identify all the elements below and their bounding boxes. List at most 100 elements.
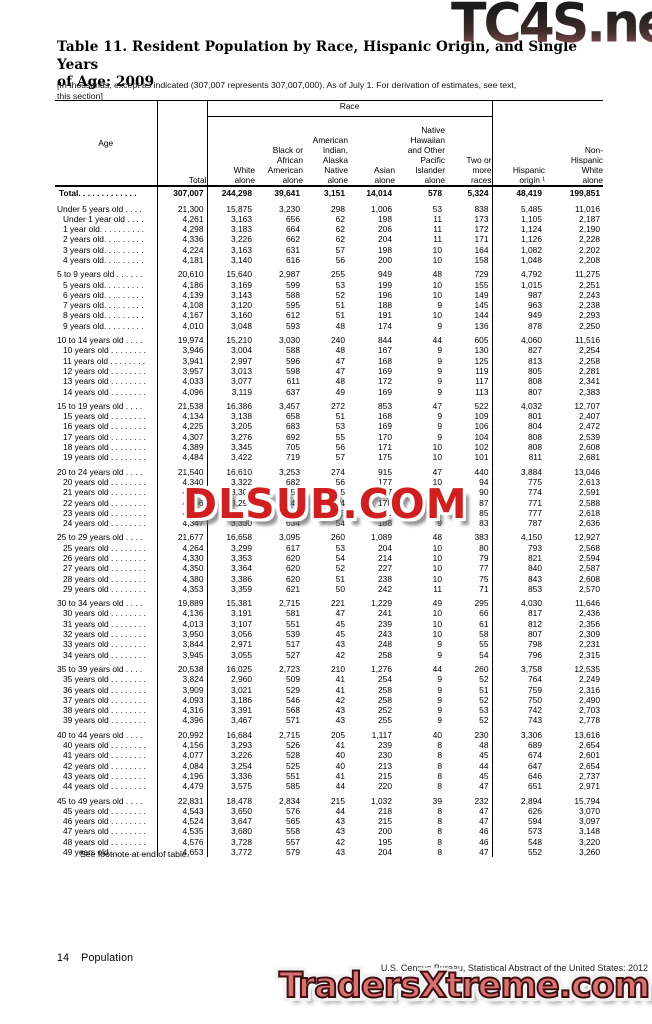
- table-cell: 3,422: [231, 452, 252, 463]
- row-label: 28 years old . . . . . . . .: [55, 573, 158, 584]
- table-cell: 9: [437, 715, 442, 726]
- table-cell: 4,336: [157, 234, 208, 245]
- table-cell: 48: [335, 376, 345, 387]
- table-cell: 683: [286, 421, 300, 432]
- table-cell: 104: [445, 431, 493, 443]
- table-cell: 242: [378, 583, 392, 594]
- table-cell: 651: [528, 781, 542, 792]
- table-cell: 5,485: [521, 203, 542, 214]
- table-cell: 2,703: [579, 705, 600, 716]
- table-cell: 674: [528, 750, 542, 761]
- table-cell: 2,228: [579, 234, 600, 245]
- table-cell: 526: [286, 740, 300, 751]
- table-cell: 620: [286, 553, 300, 563]
- table-cell: 692: [286, 431, 300, 442]
- row-label: 47 years old . . . . . . . .: [55, 826, 158, 837]
- table-cell: 4,316: [157, 705, 208, 716]
- column-header-nhpi: Native Hawaiian and Other Pacific Island…: [407, 125, 445, 185]
- table-cell: 94: [445, 476, 493, 488]
- table-cell: 646: [528, 770, 542, 781]
- table-cell: 3,120: [231, 300, 252, 311]
- section-name: Population: [81, 952, 134, 964]
- table-cell: 4,389: [157, 442, 208, 453]
- table-cell: 49: [335, 386, 345, 397]
- table-cell: 801: [528, 411, 542, 422]
- table-cell: 642: [286, 497, 300, 508]
- table-cell: 2,715: [279, 729, 300, 740]
- table-cell: 3,163: [231, 244, 252, 255]
- table-cell: 4,484: [157, 452, 208, 463]
- table-cell: 39: [432, 795, 442, 806]
- table-cell: 46: [445, 826, 493, 837]
- table-cell: 11: [433, 583, 442, 594]
- table-cell: 10: [432, 452, 442, 463]
- table-cell: 9: [437, 694, 442, 705]
- row-label: 22 years old . . . . . . . .: [55, 497, 158, 508]
- table-cell: 579: [286, 847, 300, 858]
- table-cell: 804: [528, 421, 542, 432]
- table-cell: 787: [528, 518, 542, 529]
- table-cell: 43: [335, 639, 345, 650]
- table-cell: 1,015: [521, 279, 542, 290]
- table-cell: 585: [286, 781, 300, 792]
- table-cell: 56: [335, 254, 345, 265]
- table-cell: 15,210: [226, 335, 252, 346]
- table-row: 5 years old. . . . . . . . . 4,186 3,169 59…: [55, 279, 603, 290]
- table-cell: 1,006: [371, 203, 392, 214]
- table-cell: 2,591: [579, 487, 600, 498]
- table-cell: 2,187: [579, 213, 600, 224]
- table-cell: 11,016: [575, 203, 600, 214]
- table-cell: 255: [378, 715, 392, 726]
- table-cell: 172: [445, 224, 493, 235]
- table-cell: 298: [331, 203, 345, 214]
- table-cell: 963: [528, 300, 542, 311]
- table-cell: 9: [437, 487, 442, 498]
- table-cell: 240: [331, 335, 345, 346]
- table-cell: 90: [445, 487, 493, 498]
- table-cell: 3,055: [231, 649, 252, 660]
- table-row: 30 years old . . . . . . . . 4,136 3,191 58…: [55, 608, 603, 619]
- table-cell: 3,097: [579, 816, 600, 827]
- table-cell: 3,345: [231, 442, 252, 453]
- table-cell: 272: [331, 400, 345, 411]
- table-cell: 588: [286, 345, 300, 356]
- table-cell: 4,150: [521, 532, 542, 543]
- table-cell: 41: [335, 740, 345, 751]
- table-cell: 4,350: [157, 563, 208, 574]
- table-cell: 3,253: [279, 466, 300, 477]
- table-cell: 2,594: [579, 553, 600, 563]
- table-cell: 204: [378, 234, 392, 245]
- column-header-hispanic: Hispanic origin ¹: [512, 165, 545, 185]
- row-label: 48 years old . . . . . . . .: [55, 836, 158, 848]
- table-cell: 54: [335, 518, 345, 529]
- table-cell: 22,831: [157, 791, 208, 806]
- table-cell: 16,658: [226, 532, 252, 543]
- table-cell: 258: [378, 684, 392, 695]
- table-cell: 1,032: [371, 795, 392, 806]
- table-cell: 3,295: [231, 497, 252, 508]
- table-cell: 16,610: [226, 466, 252, 477]
- row-label: 46 years old . . . . . . . .: [55, 816, 158, 827]
- table-cell: 47: [335, 355, 345, 366]
- table-cell: 113: [445, 386, 493, 397]
- table-cell: 4,181: [157, 254, 208, 266]
- table-row: Total. . . . . . . . . . . . . 307,007 244…: [55, 185, 603, 200]
- table-cell: 1,126: [521, 234, 542, 245]
- row-label: 10 years old . . . . . . . .: [55, 345, 158, 356]
- table-cell: 3,824: [157, 674, 208, 685]
- table-row: 37 years old . . . . . . . . 4,093 3,186 54…: [55, 694, 603, 706]
- table-cell: 10: [432, 608, 442, 619]
- table-cell: 13,046: [574, 466, 600, 477]
- table-cell: 171: [445, 234, 493, 245]
- table-cell: 20,610: [157, 265, 208, 280]
- table-cell: 170: [378, 431, 392, 442]
- table-row: 33 years old . . . . . . . . 3,844 2,971 51…: [55, 639, 603, 650]
- column-header-two-or-more: Two or more races: [445, 116, 493, 186]
- table-cell: 2,715: [279, 598, 300, 609]
- table-cell: 764: [528, 674, 542, 685]
- row-label: 29 years old . . . . . . . .: [55, 583, 158, 595]
- table-cell: 21,540: [157, 462, 208, 477]
- row-label: 23 years old . . . . . . . .: [55, 507, 158, 519]
- table-cell: 2,601: [579, 750, 600, 761]
